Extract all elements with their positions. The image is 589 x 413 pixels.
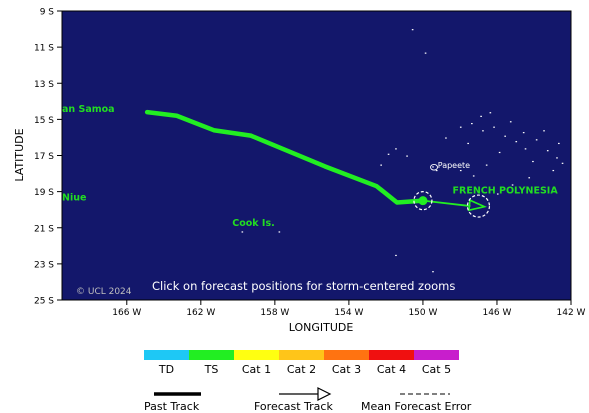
- lon-tick-label: 146 W: [482, 308, 511, 318]
- mean-error-circle: [466, 194, 491, 218]
- island-speck: [241, 231, 244, 233]
- lon-tick-label: 142 W: [557, 308, 586, 318]
- lon-tick-label: 166 W: [112, 308, 141, 318]
- island-speck: [504, 135, 506, 137]
- past-track-line: [144, 109, 426, 205]
- island-speck: [472, 175, 475, 177]
- mean-error-circle: [413, 191, 433, 211]
- island-speck: [496, 193, 499, 195]
- legend-category-label: Cat 3: [332, 363, 361, 376]
- island-speck: [524, 148, 527, 150]
- lon-tick-label: 154 W: [334, 308, 363, 318]
- forecast-arrowhead: [317, 387, 332, 401]
- island-speck: [511, 184, 514, 186]
- legend-swatch: [414, 350, 459, 360]
- island-speck: [522, 132, 525, 134]
- lat-tick-label: 13 S: [34, 80, 54, 90]
- legend-category-label: TS: [204, 363, 219, 376]
- lon-tick-label: 162 W: [186, 308, 215, 318]
- island-speck: [435, 169, 438, 172]
- legend-swatch: [144, 350, 189, 360]
- lat-tick-label: 19 S: [34, 188, 54, 198]
- lat-tick-label: 17 S: [34, 152, 54, 162]
- x-axis-label: LONGITUDE: [289, 321, 354, 334]
- island-speck: [561, 162, 564, 164]
- lon-tick-label: 150 W: [408, 308, 437, 318]
- island-speck: [493, 126, 495, 128]
- zoom-hint-text: Click on forecast positions for storm-ce…: [152, 279, 455, 293]
- place-label: Cook Is.: [232, 218, 274, 229]
- island-speck: [535, 139, 538, 141]
- legend-category-label: TD: [158, 363, 174, 376]
- legend-category-label: Cat 1: [242, 363, 271, 376]
- lon-tick-label: 158 W: [260, 308, 289, 318]
- island-speck: [480, 115, 482, 117]
- lat-tick-label: 15 S: [34, 116, 54, 126]
- island-speck: [471, 122, 473, 125]
- tahiti-island: [430, 163, 438, 171]
- island-speck: [552, 169, 555, 172]
- legend-category-label: Cat 5: [422, 363, 451, 376]
- island-speck: [467, 142, 469, 145]
- island-specks: [241, 29, 564, 273]
- y-axis-label: LATITUDE: [13, 128, 26, 181]
- island-speck: [278, 231, 281, 233]
- forecast-arrowhead: [468, 199, 487, 212]
- island-speck: [432, 166, 434, 168]
- legend-swatch: [324, 350, 369, 360]
- lat-tick-label: 23 S: [34, 260, 54, 270]
- island-speck: [387, 153, 390, 155]
- lat-tick-label: 11 S: [34, 44, 54, 54]
- forecast-position-dot[interactable]: [418, 196, 428, 206]
- island-speck: [558, 142, 560, 145]
- lat-tick-label: 25 S: [34, 297, 54, 307]
- legend-category-label: Cat 4: [377, 363, 406, 376]
- place-label: FRENCH POLYNESIA: [453, 185, 559, 196]
- island-speck: [489, 112, 492, 114]
- place-label: Papeete: [438, 161, 470, 170]
- island-speck: [532, 160, 534, 163]
- forecast-track-label: Forecast Track: [254, 400, 333, 413]
- forecast-track-line: [422, 199, 471, 207]
- legend-swatch: [369, 350, 414, 360]
- island-speck: [395, 254, 397, 257]
- island-speck: [509, 121, 512, 123]
- island-speck: [515, 141, 518, 143]
- place-label: Niue: [62, 193, 86, 204]
- legend-category-label: Cat 2: [287, 363, 316, 376]
- place-label: an Samoa: [62, 104, 115, 115]
- island-speck: [459, 169, 462, 172]
- lat-tick-label: 21 S: [34, 224, 54, 234]
- island-speck: [432, 271, 434, 273]
- island-speck: [380, 164, 382, 166]
- island-speck: [459, 126, 462, 128]
- ocean-area[interactable]: [62, 11, 571, 300]
- island-speck: [528, 177, 531, 179]
- island-speck: [424, 52, 427, 54]
- island-speck: [485, 164, 488, 166]
- copyright-text: © UCL 2024: [76, 287, 132, 297]
- island-speck: [406, 155, 408, 157]
- legend-swatch: [189, 350, 234, 360]
- island-speck: [546, 150, 549, 152]
- past-track-label: Past Track: [144, 400, 200, 413]
- island-speck: [543, 130, 545, 132]
- category-legend: TD TS Cat 1 Cat 2 Cat 3 Cat 4 Cat 5: [144, 350, 459, 376]
- mean-error-label: Mean Forecast Error: [361, 400, 472, 413]
- track-type-legend: Past Track Forecast Track Mean Forecast …: [144, 387, 472, 413]
- legend-swatch: [279, 350, 324, 360]
- island-speck: [556, 157, 558, 159]
- legend-swatch: [234, 350, 279, 360]
- island-speck: [411, 29, 414, 31]
- lat-tick-label: 9 S: [40, 8, 55, 18]
- island-speck: [498, 151, 501, 154]
- island-speck: [482, 130, 484, 132]
- island-speck: [395, 148, 397, 150]
- island-speck: [445, 137, 447, 139]
